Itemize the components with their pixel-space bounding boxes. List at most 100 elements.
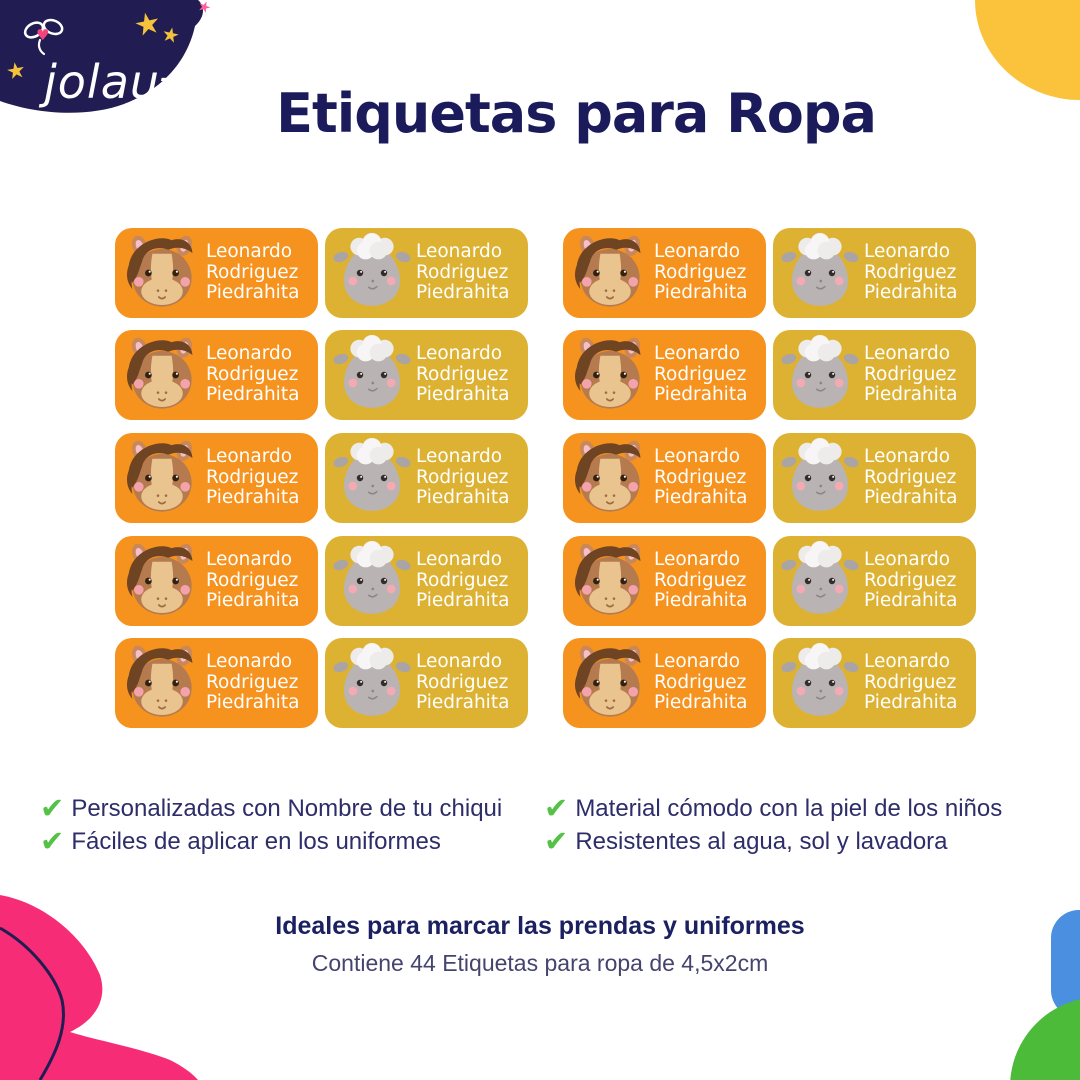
page-title: Etiquetas para Ropa <box>276 82 877 145</box>
logo-underline <box>150 95 188 120</box>
label-name-line: Leonardo <box>654 446 741 468</box>
clothing-label-horse: Leonardo Rodriguez Piedrahita <box>115 433 318 523</box>
corner-shape-green <box>1010 997 1080 1080</box>
footer-subheading: Contiene 44 Etiquetas para ropa de 4,5x2… <box>311 950 769 976</box>
sheep-icon <box>332 643 412 723</box>
label-name-line: Leonardo <box>864 549 951 571</box>
brand-logo: ★ ★ ★ ★ ♥ jolau ʒ <box>0 0 214 120</box>
label-name-line: Piedrahita <box>416 590 510 612</box>
label-name-text: Leonardo Rodriguez Piedrahita <box>864 242 957 304</box>
label-name-line: Rodriguez <box>206 261 299 283</box>
label-name-text: Leonardo Rodriguez Piedrahita <box>206 447 299 509</box>
clothing-label-horse: Leonardo Rodriguez Piedrahita <box>563 536 766 626</box>
clothing-label-sheep: Leonardo Rodriguez Piedrahita <box>773 536 976 626</box>
label-name-text: Leonardo Rodriguez Piedrahita <box>654 242 747 304</box>
label-name-text: Leonardo Rodriguez Piedrahita <box>416 447 509 509</box>
check-icon: ✔ <box>544 824 569 858</box>
feature-list-left: ✔ Personalizadas con Nombre de tu chiqui… <box>40 792 502 858</box>
label-name-line: Leonardo <box>864 651 951 673</box>
sheep-icon <box>780 643 860 723</box>
sheep-icon <box>780 438 860 518</box>
star-icon: ★ <box>4 58 28 86</box>
label-name-text: Leonardo Rodriguez Piedrahita <box>416 652 509 714</box>
label-name-line: Rodriguez <box>206 671 299 693</box>
check-icon: ✔ <box>40 824 65 858</box>
label-name-text: Leonardo Rodriguez Piedrahita <box>416 550 509 612</box>
label-name-text: Leonardo Rodriguez Piedrahita <box>864 447 957 509</box>
label-name-line: Rodriguez <box>416 671 509 693</box>
label-name-line: Piedrahita <box>206 692 300 714</box>
label-name-text: Leonardo Rodriguez Piedrahita <box>206 242 299 304</box>
label-name-line: Rodriguez <box>416 569 509 591</box>
horse-icon <box>570 233 650 313</box>
label-name-line: Piedrahita <box>206 487 300 509</box>
label-name-text: Leonardo Rodriguez Piedrahita <box>206 550 299 612</box>
clothing-label-horse: Leonardo Rodriguez Piedrahita <box>115 330 318 420</box>
label-name-line: Piedrahita <box>654 487 748 509</box>
label-name-line: Leonardo <box>206 241 293 263</box>
label-name-text: Leonardo Rodriguez Piedrahita <box>864 652 957 714</box>
label-name-line: Leonardo <box>654 549 741 571</box>
pink-blob-shape <box>0 895 198 1080</box>
check-icon: ✔ <box>544 791 569 825</box>
label-name-line: Leonardo <box>416 241 503 263</box>
label-name-line: Leonardo <box>206 549 293 571</box>
logo-blob <box>0 0 204 113</box>
label-name-line: Piedrahita <box>416 692 510 714</box>
label-name-line: Rodriguez <box>654 261 747 283</box>
check-icon: ✔ <box>40 791 65 825</box>
label-name-line: Rodriguez <box>864 261 957 283</box>
label-name-line: Rodriguez <box>864 466 957 488</box>
heart-icon: ♥ <box>36 26 49 44</box>
sheep-icon <box>780 335 860 415</box>
clothing-label-sheep: Leonardo Rodriguez Piedrahita <box>773 433 976 523</box>
clothing-label-sheep: Leonardo Rodriguez Piedrahita <box>325 433 528 523</box>
sheep-icon <box>332 233 412 313</box>
label-name-line: Leonardo <box>206 446 293 468</box>
horse-icon <box>122 438 202 518</box>
label-name-line: Piedrahita <box>206 282 300 304</box>
label-name-text: Leonardo Rodriguez Piedrahita <box>654 550 747 612</box>
label-name-line: Piedrahita <box>416 384 510 406</box>
label-name-line: Leonardo <box>654 343 741 365</box>
label-name-line: Rodriguez <box>206 569 299 591</box>
footer-heading: Ideales para marcar las prendas y unifor… <box>275 912 805 940</box>
label-name-line: Leonardo <box>864 241 951 263</box>
sheep-icon <box>332 438 412 518</box>
label-name-line: Rodriguez <box>206 466 299 488</box>
label-name-line: Piedrahita <box>864 282 958 304</box>
feature-text: Material cómodo con la piel de los niños <box>575 794 1003 822</box>
label-name-line: Leonardo <box>864 343 951 365</box>
horse-icon <box>122 541 202 621</box>
sheep-icon <box>332 335 412 415</box>
label-name-text: Leonardo Rodriguez Piedrahita <box>654 652 747 714</box>
label-name-line: Piedrahita <box>206 384 300 406</box>
label-name-line: Rodriguez <box>654 671 747 693</box>
label-name-line: Leonardo <box>416 343 503 365</box>
label-name-line: Rodriguez <box>416 261 509 283</box>
clothing-label-horse: Leonardo Rodriguez Piedrahita <box>563 433 766 523</box>
label-name-text: Leonardo Rodriguez Piedrahita <box>206 344 299 406</box>
clothing-label-sheep: Leonardo Rodriguez Piedrahita <box>325 638 528 728</box>
feature-text: Fáciles de aplicar en los uniformes <box>71 827 441 855</box>
clothing-label-sheep: Leonardo Rodriguez Piedrahita <box>773 228 976 318</box>
label-name-line: Rodriguez <box>864 569 957 591</box>
label-name-text: Leonardo Rodriguez Piedrahita <box>654 447 747 509</box>
clothing-label-horse: Leonardo Rodriguez Piedrahita <box>115 536 318 626</box>
navy-wave-line <box>0 926 65 1080</box>
label-name-line: Piedrahita <box>654 590 748 612</box>
horse-icon <box>570 438 650 518</box>
logo-flourish: ʒ <box>154 62 181 113</box>
clothing-label-horse: Leonardo Rodriguez Piedrahita <box>563 638 766 728</box>
label-name-text: Leonardo Rodriguez Piedrahita <box>416 242 509 304</box>
label-name-line: Piedrahita <box>654 384 748 406</box>
label-name-line: Piedrahita <box>416 282 510 304</box>
clothing-label-horse: Leonardo Rodriguez Piedrahita <box>115 638 318 728</box>
sheep-icon <box>332 541 412 621</box>
label-name-line: Rodriguez <box>206 363 299 385</box>
feature-item: ✔ Material cómodo con la piel de los niñ… <box>544 792 1002 825</box>
label-name-line: Piedrahita <box>206 590 300 612</box>
label-name-line: Rodriguez <box>654 569 747 591</box>
clothing-label-sheep: Leonardo Rodriguez Piedrahita <box>773 330 976 420</box>
